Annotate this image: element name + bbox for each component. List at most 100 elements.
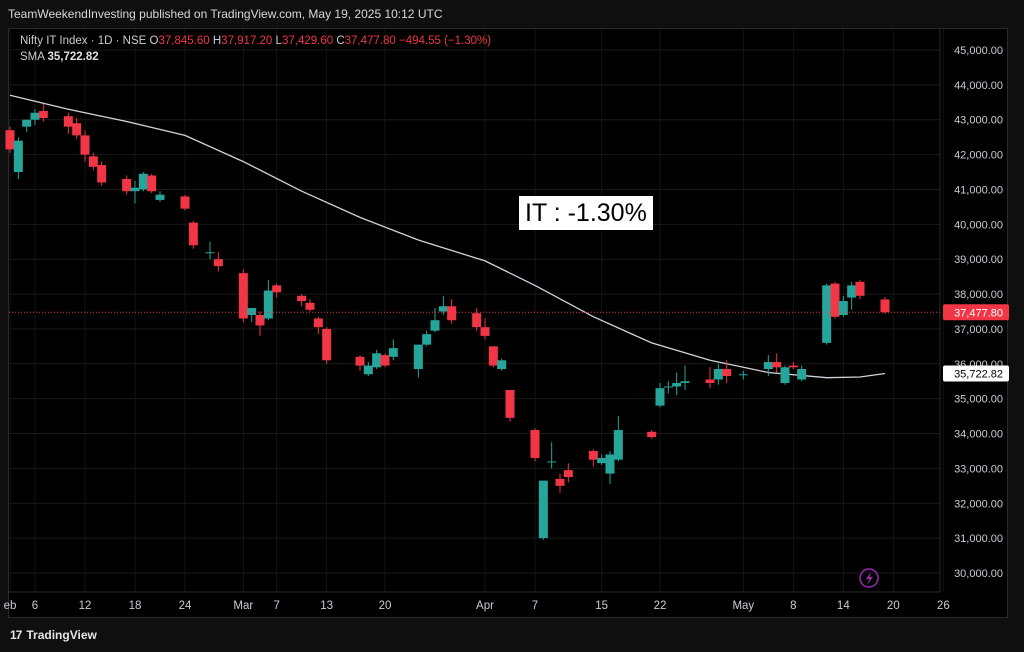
symbol-name: Nifty IT Index · 1D · NSE: [20, 35, 147, 47]
candle-body: [363, 365, 373, 375]
candle-body: [505, 389, 515, 418]
candle-body: [272, 285, 282, 293]
close-label: C: [336, 35, 345, 47]
candle: [447, 299, 457, 324]
candle: [738, 370, 748, 380]
candle-body: [130, 187, 140, 192]
candle: [797, 365, 807, 382]
candle-body: [80, 135, 90, 155]
candle: [255, 311, 265, 336]
candle-body: [738, 374, 748, 376]
x-tick-label: 12: [79, 600, 92, 612]
x-tick-label: 20: [379, 600, 392, 612]
candle-body: [613, 430, 623, 460]
candle-body: [72, 123, 82, 136]
candle: [880, 296, 890, 314]
candle: [780, 365, 790, 385]
y-axis[interactable]: 30,000.00 31,000.00 32,000.00 33,000.00 34,0…: [939, 29, 1009, 592]
x-tick-label: 26: [937, 600, 950, 612]
symbol-legend[interactable]: Nifty IT Index · 1D · NSE O37,845.60 H37…: [20, 35, 491, 47]
candle-body: [430, 320, 440, 331]
candle-body: [655, 388, 665, 406]
candle: [372, 349, 382, 370]
last-price-badge: [943, 304, 1009, 321]
candle-body: [372, 353, 382, 368]
high-label: H: [212, 35, 222, 47]
candle-body: [672, 382, 682, 387]
candle: [5, 126, 15, 153]
candle-body: [322, 328, 332, 361]
candle: [247, 308, 257, 322]
candle: [263, 280, 273, 321]
chart-panel[interactable]: [8, 28, 1008, 618]
x-tick-label: 14: [837, 600, 850, 612]
candle: [680, 365, 690, 390]
close-value: 37,477.80: [344, 35, 396, 47]
y-tick-label: 32,000.00: [954, 498, 1003, 510]
candle-body: [530, 430, 540, 458]
x-tick-label: 18: [129, 600, 142, 612]
lightning-icon[interactable]: [859, 568, 879, 588]
y-tick-label: 34,000.00: [954, 429, 1003, 441]
candle: [613, 416, 623, 462]
candle: [722, 360, 732, 383]
candle: [155, 191, 165, 202]
candle: [847, 281, 857, 310]
candle: [605, 450, 615, 485]
candle: [63, 112, 73, 134]
candle: [472, 308, 482, 331]
candle-body: [822, 285, 832, 343]
candle-body: [38, 111, 48, 118]
candle: [763, 355, 773, 377]
x-tick-label: eb: [4, 600, 17, 612]
candle: [22, 119, 32, 132]
y-tick-label: 40,000.00: [954, 219, 1003, 231]
x-tick-label: 13: [320, 600, 333, 612]
y-tick-label: 43,000.00: [954, 115, 1003, 127]
candle: [663, 381, 673, 394]
candle-body: [13, 140, 23, 173]
x-tick-label: 15: [595, 600, 608, 612]
x-tick-label: Apr: [476, 600, 494, 612]
candle-body: [663, 386, 673, 388]
candle: [88, 152, 98, 171]
candle-body: [88, 156, 98, 167]
tradingview-logo[interactable]: 17 TradingView: [10, 628, 97, 642]
high-value: 37,917.20: [221, 35, 273, 47]
candle: [555, 473, 565, 493]
candle-body: [780, 367, 790, 383]
y-tick-label: 41,000.00: [954, 184, 1003, 196]
sma-polyline: [9, 94, 886, 379]
sma-value-label: 35,722.82: [954, 368, 1003, 380]
low-label: L: [275, 35, 282, 47]
candle-body: [763, 362, 773, 370]
y-tick-label: 44,000.00: [954, 80, 1003, 92]
candle: [97, 161, 107, 186]
candle-body: [605, 454, 615, 474]
candle-body: [488, 346, 498, 366]
y-tick-label: 31,000.00: [954, 533, 1003, 545]
x-tick-label: 22: [654, 600, 667, 612]
candle-body: [797, 369, 807, 380]
candle-body: [263, 290, 273, 319]
candle-body: [563, 470, 573, 478]
candle-body: [538, 480, 548, 539]
x-tick-label: 7: [273, 600, 279, 612]
candle-body: [180, 196, 190, 209]
x-axis[interactable]: eb 6 12 18 24 Mar 7 13 20 Apr 7 15 22 May 8 14 20 26: [4, 591, 950, 612]
candle: [830, 281, 840, 319]
candle-body: [647, 431, 657, 438]
candle: [122, 175, 132, 195]
candle-body: [788, 365, 798, 368]
candle: [80, 130, 90, 162]
sma-value: 35,722.82: [47, 51, 99, 63]
sma-legend[interactable]: SMA 35,722.82: [20, 51, 99, 63]
candle: [30, 109, 40, 125]
candle-body: [555, 478, 565, 486]
candle: [647, 430, 657, 439]
candle: [530, 428, 540, 462]
candle-body: [205, 252, 215, 254]
candle: [305, 299, 315, 312]
